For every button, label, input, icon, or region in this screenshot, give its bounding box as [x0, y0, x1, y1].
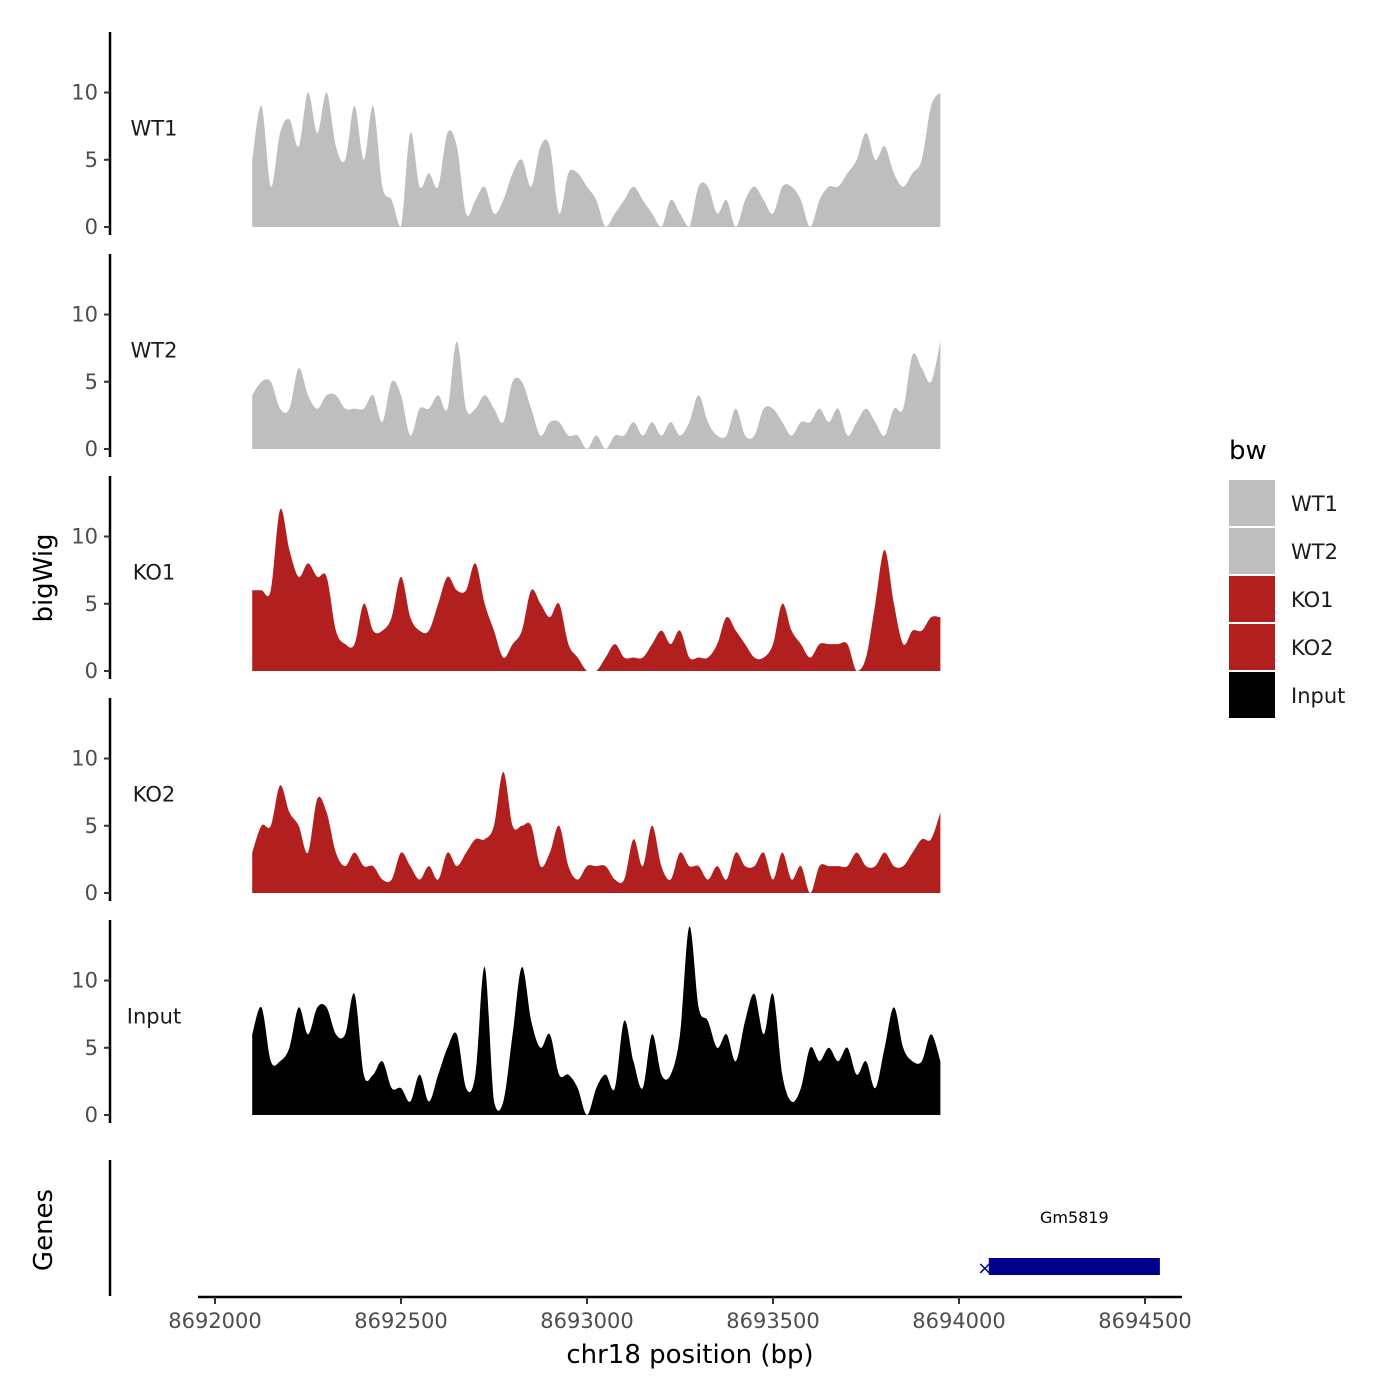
x-tick-label: 8694500 — [1098, 1309, 1192, 1333]
track-wt2: 0 5 10 WT2 — [71, 254, 941, 461]
x-tick-label: 8694000 — [912, 1309, 1006, 1333]
y-tick-label: 0 — [85, 881, 98, 905]
track-label: KO2 — [133, 783, 176, 807]
track-label: WT1 — [131, 117, 178, 141]
x-tick-label: 8693000 — [540, 1309, 634, 1333]
y-tick-label: 10 — [71, 81, 98, 105]
legend-swatch — [1229, 624, 1275, 670]
legend: bw WT1 WT2 KO1 KO2 Input — [1229, 436, 1345, 718]
y-tick-label: 5 — [85, 370, 98, 394]
gene-bar — [988, 1258, 1160, 1275]
tracks-group: 0 5 10 WT1 0 5 10 WT2 0 5 10 KO1 0 5 10 KO2 0 5 10 Input — [71, 32, 941, 1127]
legend-label: WT2 — [1291, 540, 1338, 564]
y-tick-label: 10 — [71, 525, 98, 549]
gene-label: Gm5819 — [1040, 1208, 1109, 1227]
x-tick-label: 8692500 — [354, 1309, 448, 1333]
x-axis-title: chr18 position (bp) — [566, 1340, 813, 1370]
track-input: 0 5 10 Input — [71, 920, 941, 1127]
x-tick-label: 8693500 — [726, 1309, 820, 1333]
legend-swatch — [1229, 672, 1275, 718]
legend-label: Input — [1291, 684, 1345, 708]
y-tick-label: 10 — [71, 747, 98, 771]
area-ko1 — [252, 508, 941, 671]
y-tick-label: 5 — [85, 814, 98, 838]
genes-axis-title: Genes — [29, 1189, 59, 1271]
y-tick-label: 10 — [71, 969, 98, 993]
track-ko2: 0 5 10 KO2 — [71, 698, 941, 905]
y-tick-label: 10 — [71, 303, 98, 327]
genes-panel: Genes × Gm5819 — [29, 1160, 1160, 1296]
area-wt2 — [252, 341, 941, 449]
legend-label: KO2 — [1291, 636, 1334, 660]
track-wt1: 0 5 10 WT1 — [71, 32, 941, 239]
x-tick-label: 8692000 — [168, 1309, 262, 1333]
y-tick-label: 5 — [85, 148, 98, 172]
track-label: KO1 — [133, 561, 176, 585]
x-axis: 8692000 8692500 8693000 8693500 8694000 86945… — [168, 1295, 1192, 1333]
area-ko2 — [252, 771, 941, 893]
y-tick-label: 0 — [85, 1103, 98, 1127]
legend-swatch — [1229, 576, 1275, 622]
legend-label: WT1 — [1291, 492, 1338, 516]
y-tick-label: 5 — [85, 1036, 98, 1060]
y-axis-title: bigWig — [29, 533, 59, 622]
track-label: Input — [127, 1005, 181, 1029]
y-tick-label: 0 — [85, 659, 98, 683]
y-tick-label: 5 — [85, 592, 98, 616]
y-tick-label: 0 — [85, 437, 98, 461]
legend-swatch — [1229, 480, 1275, 526]
legend-title: bw — [1229, 436, 1267, 466]
track-ko1: 0 5 10 KO1 — [71, 476, 941, 683]
area-wt1 — [252, 92, 941, 228]
y-tick-label: 0 — [85, 215, 98, 239]
legend-label: KO1 — [1291, 588, 1334, 612]
track-label: WT2 — [131, 339, 178, 363]
gene-strand-marker: × — [977, 1258, 992, 1279]
legend-swatch — [1229, 528, 1275, 574]
area-input — [252, 926, 941, 1115]
